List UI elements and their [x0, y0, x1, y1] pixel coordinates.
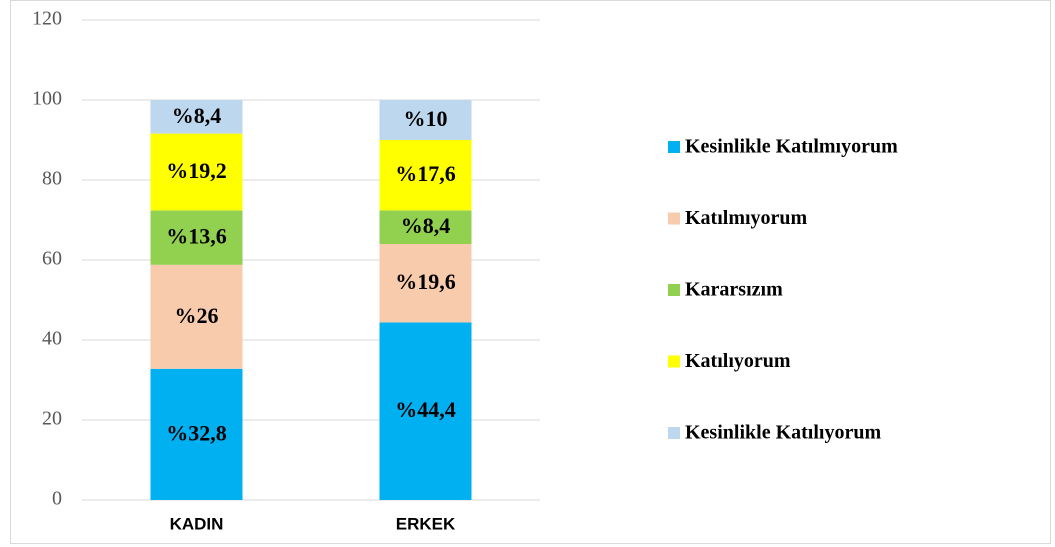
- bar-segment: [379, 210, 472, 244]
- data-label: %8,4: [401, 213, 451, 238]
- legend-label: Kesinlikle Katılıyorum: [685, 422, 881, 444]
- legend-label: Katılmıyorum: [685, 207, 808, 229]
- data-label: %13,6: [166, 224, 227, 249]
- bar-segment: [150, 210, 243, 265]
- bar-segment: [379, 244, 472, 323]
- y-tick-label: 120: [32, 8, 62, 30]
- legend-swatch: [668, 284, 680, 296]
- bar-segment: [379, 322, 472, 500]
- legend-swatch: [668, 355, 680, 368]
- bar-segment: [150, 368, 243, 500]
- y-tick-label: 20: [42, 408, 62, 430]
- y-tick-label: 0: [52, 488, 62, 510]
- bar-segment: [150, 264, 243, 369]
- data-label: %44,4: [395, 397, 456, 422]
- data-label: %10: [404, 106, 448, 131]
- legend-swatch: [668, 141, 680, 153]
- data-label: %17,6: [395, 161, 456, 186]
- data-label: %19,6: [395, 269, 456, 294]
- bar-segment: [379, 140, 472, 211]
- y-tick-label: 60: [42, 248, 62, 270]
- data-label: %8,4: [172, 103, 222, 128]
- bar-segment: [379, 100, 472, 140]
- x-tick-label: ERKEK: [396, 514, 456, 533]
- legend-swatch: [668, 427, 680, 439]
- legend-label: Katılıyorum: [685, 350, 791, 372]
- legend-label: Kesinlikle Katılmıyorum: [685, 136, 898, 158]
- bar-segment: [150, 133, 243, 211]
- data-label: %32,8: [166, 420, 227, 445]
- bar-segment: [150, 100, 243, 134]
- legend-label: Kararsızım: [685, 279, 783, 301]
- x-tick-label: KADIN: [170, 514, 224, 533]
- legend-swatch: [668, 212, 680, 225]
- data-label: %19,2: [166, 158, 227, 183]
- data-label: %26: [175, 303, 219, 328]
- y-tick-label: 100: [32, 88, 62, 110]
- y-tick-label: 80: [42, 168, 62, 190]
- y-tick-label: 40: [42, 328, 62, 350]
